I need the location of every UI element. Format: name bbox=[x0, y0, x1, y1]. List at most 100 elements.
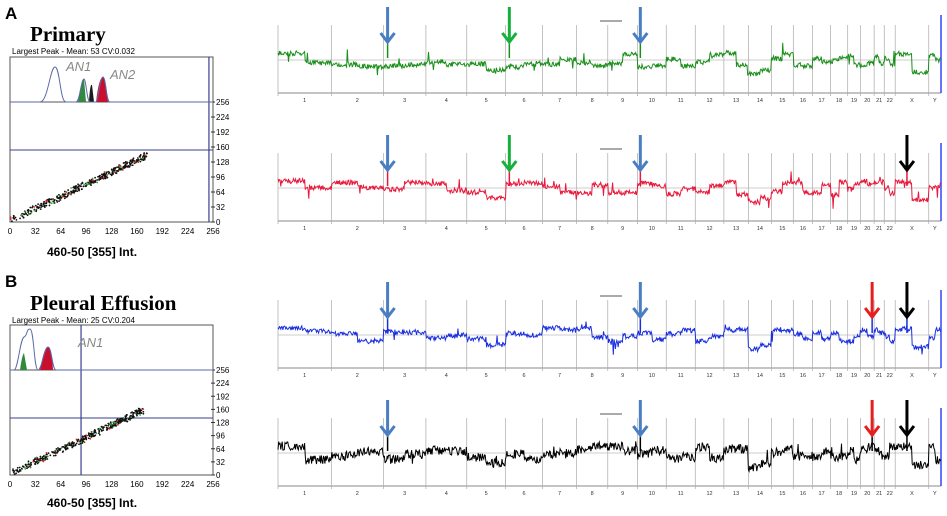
chromosome-label: 21 bbox=[876, 98, 882, 104]
scatter-dot bbox=[21, 215, 24, 218]
panel-title-pleural-effusion: Pleural Effusion bbox=[30, 291, 177, 315]
chromosome-label: 5 bbox=[485, 98, 488, 104]
x-tick-label: 192 bbox=[156, 227, 170, 236]
scatter-dot bbox=[43, 200, 46, 203]
chromosome-label: 2 bbox=[356, 226, 359, 232]
scatter-dot bbox=[20, 467, 23, 470]
scatter-dot bbox=[93, 430, 96, 433]
scatter-dot bbox=[81, 188, 83, 190]
chromosome-label: 14 bbox=[757, 491, 763, 497]
scatter-dot bbox=[116, 423, 119, 426]
chromosome-label: 4 bbox=[445, 491, 448, 497]
scatter-dot bbox=[108, 172, 110, 175]
scatter-dot bbox=[45, 451, 48, 454]
chromosome-label: 11 bbox=[678, 491, 684, 497]
chromosome-label: Y bbox=[933, 373, 937, 379]
scatter-dot bbox=[140, 412, 143, 415]
scatter-dot bbox=[19, 469, 22, 472]
scatter-dot bbox=[74, 443, 77, 446]
scatter-dot bbox=[112, 173, 114, 175]
scatter-dot bbox=[9, 216, 12, 219]
scatter-dot bbox=[89, 432, 92, 435]
scatter-dot bbox=[101, 177, 104, 180]
scatter-dot bbox=[129, 159, 132, 162]
chromosome-label: 15 bbox=[779, 491, 785, 497]
copy-number-track-primary-1: 1 2 3 4 5 6 7 8 9 10 11 12 13 14 15 16 17 18 19 20 21 22 X Y bbox=[277, 7, 942, 104]
scatter-dot bbox=[9, 218, 12, 220]
chromosome-label: 9 bbox=[621, 491, 624, 497]
scatter-dot bbox=[89, 181, 92, 184]
scatter-dot bbox=[86, 183, 89, 186]
arrow-head bbox=[632, 307, 649, 320]
x-tick-label: 0 bbox=[8, 227, 13, 236]
scatter-dot bbox=[102, 426, 105, 428]
hist-peak-dark bbox=[89, 84, 94, 102]
handwritten-annotation: AN1 bbox=[65, 59, 91, 74]
scatter-dot bbox=[39, 455, 42, 458]
scatter-dot bbox=[44, 204, 46, 207]
scatter-dot bbox=[145, 155, 148, 158]
scatter-dot bbox=[79, 439, 82, 442]
scatter-dot bbox=[33, 206, 36, 208]
scatter-dot bbox=[94, 434, 97, 437]
x-tick-label: 256 bbox=[206, 227, 220, 236]
x-tick-label: 224 bbox=[181, 227, 195, 236]
chromosome-label: 7 bbox=[558, 373, 561, 379]
scatter-dot bbox=[66, 194, 69, 197]
scatter-dot bbox=[62, 445, 65, 448]
scatter-dot bbox=[123, 167, 126, 169]
scatter-dot bbox=[140, 409, 143, 412]
scatter-dot bbox=[21, 212, 24, 215]
scatter-dot bbox=[118, 164, 121, 167]
scatter-dot bbox=[37, 206, 39, 208]
chromosome-label: Y bbox=[933, 226, 937, 232]
chromosome-label: 5 bbox=[485, 373, 488, 379]
scatter-dot bbox=[58, 200, 60, 203]
chromosome-label: 18 bbox=[836, 491, 842, 497]
chromosome-label: 15 bbox=[779, 98, 785, 104]
scatter-dot bbox=[78, 189, 80, 192]
scatter-dot bbox=[26, 467, 28, 470]
arrow-head bbox=[379, 307, 396, 320]
scatter-dot bbox=[98, 433, 101, 436]
scatter-dot bbox=[104, 177, 107, 180]
scatter-dot bbox=[100, 430, 103, 432]
scatter-dot bbox=[38, 460, 41, 463]
scatter-dot bbox=[35, 460, 38, 463]
scatter-dot bbox=[99, 178, 102, 181]
scatter-dot bbox=[75, 442, 78, 445]
histogram-curve bbox=[10, 66, 213, 103]
scatter-dot bbox=[56, 449, 59, 452]
chromosome-label: 19 bbox=[851, 373, 857, 379]
y-tick-label: 224 bbox=[216, 113, 230, 122]
scatter-dot bbox=[111, 171, 114, 173]
copy-number-signal bbox=[277, 171, 942, 209]
scatter-dot bbox=[45, 200, 48, 203]
scatter-dot bbox=[124, 160, 127, 163]
scatter-dot bbox=[61, 451, 64, 453]
y-tick-label: 160 bbox=[216, 405, 230, 414]
scatter-dot bbox=[115, 425, 117, 427]
scatter-dot bbox=[39, 457, 42, 460]
peak-info-primary: Largest Peak - Mean: 53 CV:0.032 bbox=[12, 47, 135, 56]
scatter-dot bbox=[80, 441, 83, 444]
scatter-dot bbox=[105, 424, 108, 427]
x-tick-label: 160 bbox=[130, 480, 144, 489]
scatter-dot bbox=[118, 167, 121, 170]
scatter-dot bbox=[44, 454, 46, 457]
scatter-dot bbox=[85, 182, 88, 185]
scatter-dot bbox=[105, 428, 108, 431]
scatter-dot bbox=[111, 424, 114, 427]
scatter-dot bbox=[90, 435, 93, 438]
scatter-dot bbox=[139, 414, 142, 416]
chromosome-label: 8 bbox=[591, 373, 594, 379]
x-tick-label: 160 bbox=[130, 227, 144, 236]
scatter-dot bbox=[91, 179, 94, 182]
scatter-dot bbox=[114, 166, 117, 169]
scatter-dot bbox=[108, 427, 111, 430]
y-tick-label: 256 bbox=[216, 366, 230, 375]
scatter-dot bbox=[85, 436, 88, 439]
scatter-dot bbox=[39, 204, 42, 207]
scatter-dot bbox=[42, 460, 45, 463]
scatter-dot bbox=[77, 188, 80, 191]
